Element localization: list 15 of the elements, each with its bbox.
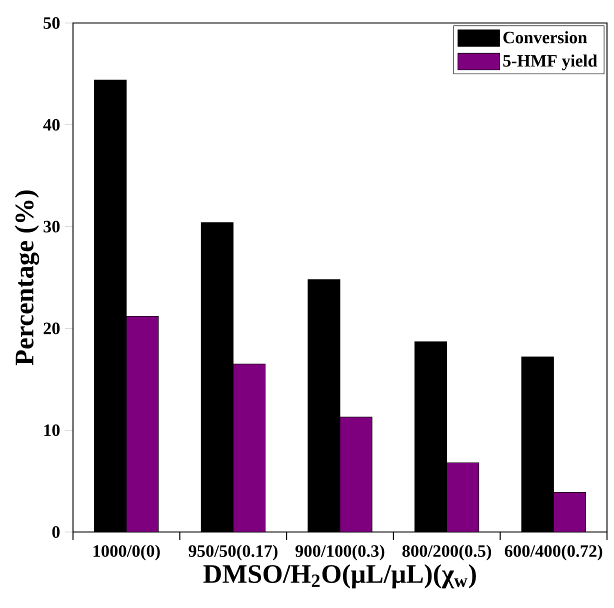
y-tick-label: 20: [44, 322, 60, 334]
y-tick-label: 40: [43, 118, 60, 131]
x-tick-label: 800/200(0.5): [402, 544, 492, 560]
legend-label: Conversion: [503, 31, 588, 44]
x-tick-label: 600/400(0.72): [504, 544, 602, 560]
y-tick-label: 30: [44, 220, 60, 232]
x-tick-label: 900/100(0.3): [295, 544, 384, 560]
x-axis-title: DMSO/H$_{2}$O(μL/μL)(χ$_{w}$): [203, 564, 476, 588]
y-tick-label: 50: [44, 17, 60, 29]
x-tick-label: 1000/0(0): [94, 544, 160, 560]
y-tick-label: 0: [52, 526, 60, 538]
y-axis-title: Percentage (%): [14, 190, 40, 366]
x-tick-label: 950/50(0.17): [188, 544, 278, 560]
legend-label: 5-HMF yield: [503, 54, 598, 70]
y-tick-label: 10: [44, 424, 60, 436]
